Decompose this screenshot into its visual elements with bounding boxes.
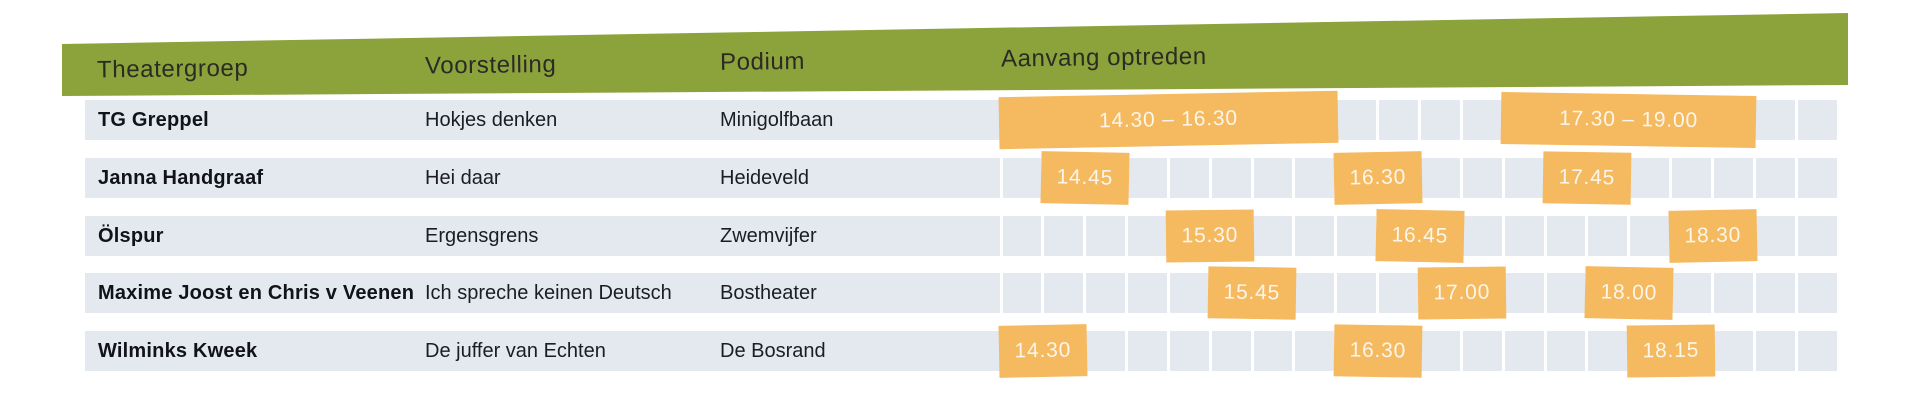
timeline-slot-divider (1585, 215, 1589, 256)
venue-cell: Zwemvijfer (720, 224, 817, 247)
performance-time-block: 14.30 – 16.30 (998, 90, 1339, 150)
timeline-slot-divider (1836, 215, 1840, 256)
group-name-cell: TG Greppel (98, 109, 209, 131)
timeline-slot-divider (999, 157, 1003, 198)
timeline-slot-divider (1041, 215, 1045, 256)
group-name-cell: Wilminks Kweek (98, 340, 258, 362)
venue-cell: Heideveld (720, 166, 809, 189)
timeline-slot-divider (1376, 100, 1380, 140)
performance-time-block: 16.30 (1333, 150, 1422, 205)
group-name-cell: Ölspur (98, 224, 164, 247)
timeline-slot-divider (1794, 331, 1798, 371)
performance-time-block: 17.30 – 19.00 (1500, 91, 1757, 149)
timeline-slot-divider (1794, 215, 1798, 256)
show-title-cell: De juffer van Echten (425, 340, 606, 362)
timeline-slot-divider (999, 273, 1003, 314)
group-name-cell: Janna Handgraaf (98, 166, 264, 189)
timeline-slot-divider (1627, 215, 1631, 256)
timeline-slot-divider (1543, 215, 1547, 256)
timeline-slot-divider (1501, 331, 1505, 371)
timeline-slot-divider (1794, 157, 1798, 198)
timeline-slot-divider (1292, 331, 1296, 371)
performance-time-block: 14.45 (1040, 150, 1130, 205)
table-row: Wilminks Kweek De juffer van Echten De Bos… (85, 324, 1840, 378)
timeline-slot-divider (1585, 331, 1589, 371)
timeline-slot-divider (1836, 331, 1840, 371)
timeline-slot-divider (1125, 273, 1129, 314)
show-title-cell: Hei daar (425, 166, 501, 189)
table-row: Maxime Joost en Chris v Veenen Ich sprech… (85, 266, 1840, 321)
performance-time-block: 16.30 (1333, 324, 1422, 378)
timeline-slot-divider (1083, 273, 1087, 314)
timeline-slot-divider (1710, 157, 1714, 198)
timeline-slot-divider (1250, 331, 1254, 371)
performance-time-block: 16.45 (1375, 208, 1464, 263)
timeline-slot-divider (1543, 273, 1547, 314)
performance-time-block: 18.15 (1626, 324, 1715, 378)
timeline-slot-divider (1836, 100, 1840, 140)
table-row: TG Greppel Hokjes denken Minigolfbaan 14.30… (85, 90, 1840, 150)
group-name-cell: Maxime Joost en Chris v Veenen (98, 282, 415, 305)
timeline-slot-divider (1459, 331, 1463, 371)
timeline-slot-divider (1041, 273, 1045, 314)
timeline-slot-divider (1292, 157, 1296, 198)
timeline-slot-divider (1166, 331, 1170, 371)
timeline-slot-divider (1166, 157, 1170, 198)
timeline-slot-divider (1083, 215, 1087, 256)
timeline-slot-divider (999, 215, 1003, 256)
timeline-slot-divider (1418, 100, 1421, 140)
timeline-slot-divider (1543, 331, 1547, 371)
timeline-slot-divider (1752, 331, 1756, 371)
performance-time-block: 15.45 (1207, 266, 1297, 320)
timeline-slot-divider (1752, 157, 1756, 198)
timeline-slot-divider (1794, 273, 1798, 314)
timeline-slot-divider (1125, 215, 1129, 256)
show-title-cell: Ergensgrens (425, 224, 539, 247)
performance-time-block: 18.30 (1668, 208, 1757, 263)
timeline-slot-divider (1459, 157, 1463, 198)
performance-time-block: 18.00 (1584, 266, 1674, 321)
timeline-slot-divider (1376, 273, 1380, 314)
timeline-slot-divider (1166, 273, 1170, 314)
timeline-slot-divider (1836, 273, 1840, 314)
venue-cell: Minigolfbaan (720, 109, 834, 131)
performance-time-block: 17.45 (1542, 151, 1632, 205)
performance-time-block: 17.00 (1417, 266, 1506, 320)
timeline-slot-divider (1710, 273, 1714, 314)
venue-cell: De Bosrand (720, 340, 826, 362)
timeline-slot-divider (1292, 215, 1296, 256)
timeline-slot-divider (1208, 331, 1212, 371)
timeline-slot-divider (1250, 157, 1254, 198)
venue-cell: Bostheater (720, 282, 817, 305)
show-title-cell: Ich spreche keinen Deutsch (425, 282, 672, 305)
timeline-slot-divider (1752, 273, 1756, 314)
timeline-slot-divider (1794, 100, 1798, 140)
timeline-slot-divider (1334, 273, 1338, 314)
performance-time-block: 15.30 (1166, 208, 1255, 263)
timeline-slot-divider (1501, 157, 1505, 198)
timeline-slot-divider (1125, 331, 1129, 371)
timeline-slot-divider (1501, 215, 1505, 256)
timeline-slot-divider (1459, 100, 1463, 140)
table-row: Janna Handgraaf Hei daar Heideveld 14.45 16.… (85, 150, 1840, 205)
timeline-slot-divider (1669, 157, 1673, 198)
timeline-slot-divider (1208, 157, 1212, 198)
performance-time-block: 14.30 (998, 324, 1088, 378)
timeline-slot-divider (1334, 215, 1338, 256)
timeline-slot-divider (1836, 157, 1840, 198)
show-title-cell: Hokjes denken (425, 109, 558, 131)
table-row: Ölspur Ergensgrens Zwemvijfer 15.30 16.45 18.… (85, 208, 1840, 263)
